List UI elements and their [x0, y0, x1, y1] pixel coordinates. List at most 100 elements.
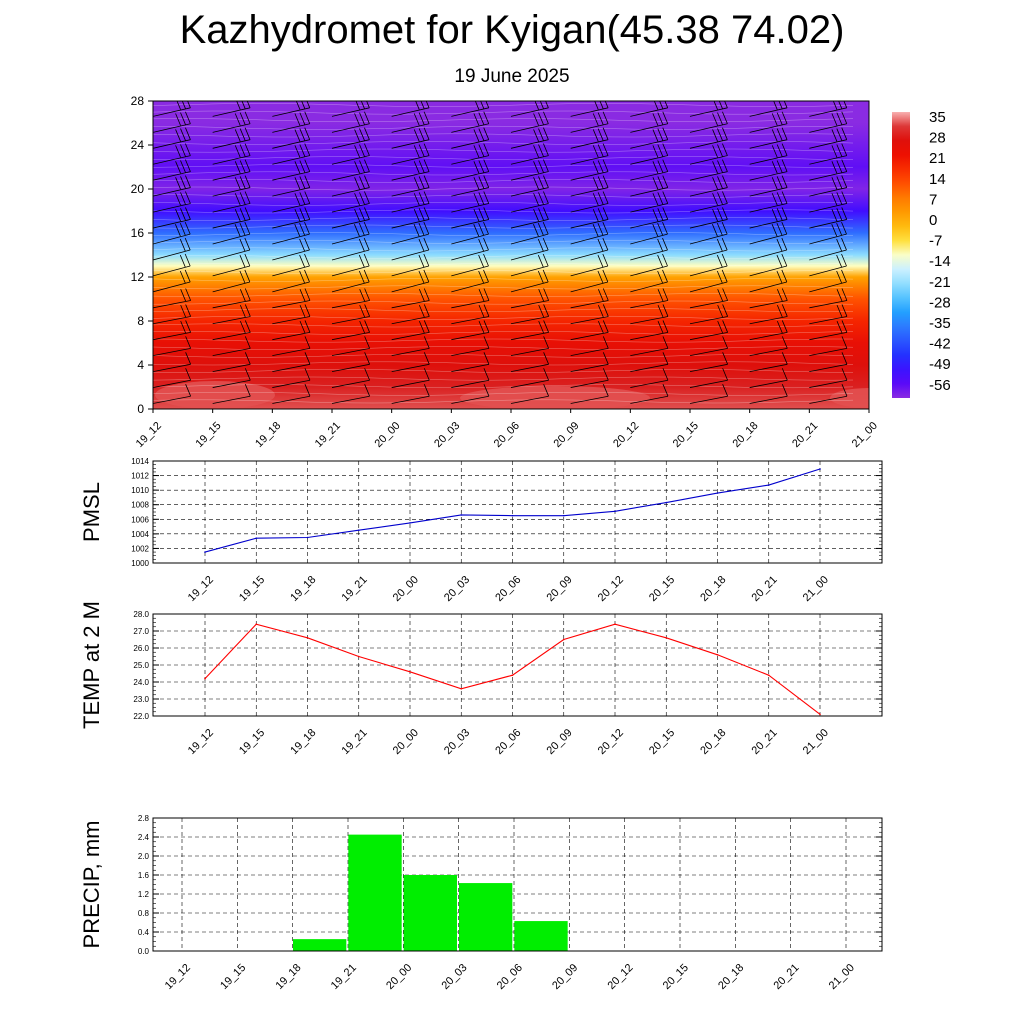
contour-line [153, 392, 854, 396]
wind-barb [331, 320, 370, 341]
barb-flag [478, 305, 485, 318]
barb-shaft [749, 300, 788, 309]
colorbar-label: 28 [929, 130, 946, 147]
data-point [204, 677, 206, 680]
wind-barb [153, 288, 191, 309]
wind-barb [630, 304, 669, 325]
barb-flag [299, 238, 305, 252]
barb-flag [537, 270, 544, 284]
barb-flag [657, 112, 664, 125]
wind-barb [391, 127, 430, 149]
barb-flag [359, 305, 366, 318]
wind-barb [689, 101, 728, 117]
wind-barb [809, 207, 848, 229]
barb-flag [602, 253, 609, 267]
wind-barb [391, 384, 430, 404]
barb-flag [423, 384, 430, 397]
barb-flag [543, 336, 549, 349]
y-tick-label: 28.0 [133, 610, 149, 619]
barb-shaft [212, 395, 251, 404]
wind-barb [689, 237, 728, 261]
y-tick-label: 12 [131, 270, 145, 284]
barb-flag [602, 352, 609, 365]
wind-barb [391, 159, 430, 181]
wind-barb [272, 159, 311, 181]
contour-line [153, 202, 854, 206]
barb-shaft [451, 155, 489, 165]
wind-barb [272, 352, 311, 372]
contour-line [153, 331, 854, 335]
wind-barb [749, 127, 788, 149]
barb-shaft [212, 281, 250, 293]
barb-flag [841, 320, 848, 333]
barb-flag [239, 320, 246, 334]
barb-flag [712, 161, 718, 174]
barb-flag [304, 237, 310, 251]
x-tick-label: 20_09 [550, 962, 580, 992]
wind-barb [809, 352, 848, 372]
barb-flag [602, 368, 609, 381]
barb-shaft [510, 281, 549, 293]
barb-flag [533, 129, 539, 142]
barb-flag [543, 288, 549, 301]
wind-barb [212, 269, 251, 293]
barb-flag [244, 175, 251, 188]
colorbar-fill [892, 112, 910, 398]
barb-flag [652, 129, 659, 142]
contour-line [153, 376, 854, 381]
wind-barb [749, 143, 788, 165]
barb-flag [722, 368, 728, 381]
barb-shaft [570, 233, 608, 245]
wind-barb [331, 143, 370, 165]
barb-flag [538, 289, 545, 302]
barb-shaft [570, 395, 609, 404]
barb-shaft [809, 265, 847, 277]
data-point [819, 713, 821, 716]
heatmap-panel: 0 4 8 12 16 20 24 28 19_12 19_15 19_18 19_21 20_00 20… [131, 94, 880, 450]
wind-barb [153, 269, 191, 293]
barb-flag [423, 253, 430, 267]
barb-flag [602, 336, 609, 349]
barb-flag [838, 101, 843, 109]
barb-flag [359, 128, 365, 141]
contour-line [153, 156, 854, 161]
barb-shaft [391, 233, 429, 245]
barb-flag [306, 101, 311, 108]
barb-flag [771, 113, 778, 126]
barb-shaft [809, 171, 847, 181]
barb-shaft [749, 281, 787, 293]
barb-flag [304, 221, 310, 235]
barb-flag [474, 101, 480, 110]
wind-barb [331, 207, 370, 229]
barb-flag [180, 160, 186, 173]
barb-flag [364, 320, 370, 333]
barb-flag [776, 192, 783, 205]
barb-shaft [331, 316, 370, 325]
barb-flag [364, 304, 370, 317]
wind-barb [570, 101, 609, 117]
barb-flag [299, 270, 305, 284]
wind-barb [689, 143, 728, 165]
barb-shaft [212, 219, 251, 229]
barb-flag [722, 336, 728, 349]
barb-shaft [391, 316, 430, 325]
barb-flag [538, 208, 544, 221]
y-tick-label: 16 [131, 226, 145, 240]
barb-flag [533, 209, 539, 222]
wind-barb [331, 336, 370, 357]
wind-barb [809, 175, 848, 197]
barb-flag [234, 113, 241, 126]
barb-flag [716, 270, 723, 284]
barb-flag [478, 144, 485, 157]
data-point [409, 522, 411, 524]
wind-barb [153, 221, 191, 245]
barb-flag [239, 128, 246, 141]
barb-shaft [630, 107, 668, 117]
wind-barb [153, 384, 191, 404]
y-tick-label: 1004 [131, 530, 149, 539]
barb-flag [354, 113, 360, 126]
barb-flag [363, 269, 370, 283]
barb-flag [602, 159, 609, 172]
barb-flag [662, 269, 668, 283]
barb-flag [359, 289, 366, 302]
